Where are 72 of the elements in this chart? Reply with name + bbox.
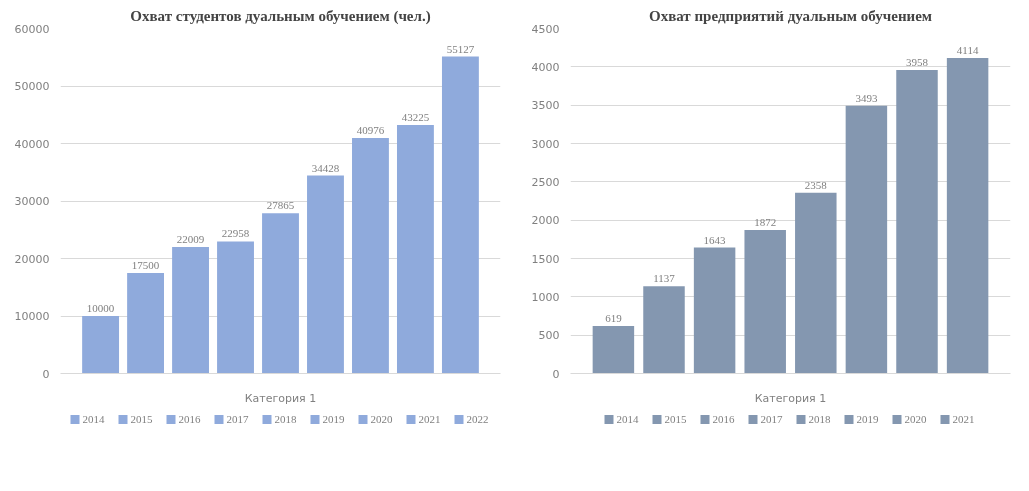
legend-label: 2019 (322, 413, 345, 425)
data-label: 43225 (401, 110, 430, 123)
x-tick-label: Категория 1 (244, 391, 317, 405)
y-tick-label: 2500 (531, 175, 560, 189)
legend-label: 2018 (274, 413, 297, 425)
data-label: 3958 (906, 56, 929, 69)
legend-label: 2016 (178, 413, 201, 425)
chart-title: Охват студентов дуальным обучением (чел.) (130, 7, 431, 25)
data-label: 22009 (176, 232, 205, 245)
bar (744, 229, 786, 374)
bar (643, 286, 685, 374)
legend-label: 2017 (760, 413, 783, 425)
bar (592, 326, 635, 374)
y-tick-label: 30000 (14, 195, 50, 208)
data-label: 17500 (131, 258, 160, 271)
y-tick-label: 1500 (531, 252, 560, 266)
bar (441, 56, 479, 374)
chart-title: Охват предприятий дуальным обучением (648, 7, 933, 24)
y-tick-label: 1000 (531, 290, 560, 304)
legend-label: 2018 (808, 413, 831, 425)
y-tick-label: 2000 (531, 214, 560, 228)
bar (352, 137, 389, 374)
legend-label: 2016 (712, 413, 735, 425)
data-label: 1872 (754, 215, 777, 228)
bar (946, 58, 989, 374)
bar (896, 70, 938, 374)
data-label: 22958 (221, 227, 250, 240)
y-tick-label: 3000 (531, 137, 560, 151)
legend-label: 2015 (664, 413, 687, 425)
legend-label: 2022 (466, 413, 489, 425)
data-label: 4114 (956, 44, 979, 57)
y-tick-label: 20000 (14, 252, 50, 266)
legend-label: 2021 (418, 413, 441, 425)
x-tick-label: Категория 1 (754, 391, 827, 405)
legend-label: 2015 (130, 413, 153, 425)
data-label: 3493 (855, 91, 878, 104)
y-tick-label: 40000 (14, 137, 50, 151)
y-tick-label: 4500 (531, 22, 560, 36)
y-tick-label: 4000 (531, 60, 560, 74)
y-tick-label: 10000 (14, 310, 50, 323)
bar (262, 213, 299, 374)
legend-label: 2020 (370, 413, 393, 425)
data-label: 40976 (356, 123, 385, 136)
y-tick-label: 3500 (531, 99, 560, 113)
data-label: 1137 (653, 272, 676, 285)
legend-label: 2014 (82, 413, 105, 425)
legend-label: 2017 (226, 413, 249, 425)
legend-label: 2014 (616, 413, 639, 425)
y-tick-label: 50000 (14, 80, 50, 93)
y-tick-label: 0 (42, 367, 50, 381)
data-label: 27865 (266, 199, 295, 212)
data-label: 55127 (446, 42, 475, 55)
bar (396, 124, 434, 374)
data-label: 34428 (311, 161, 340, 174)
bar (693, 247, 736, 374)
y-tick-label: 60000 (14, 22, 50, 36)
y-tick-label: 0 (552, 367, 560, 381)
bar (127, 272, 165, 374)
bar (307, 175, 344, 374)
bar (82, 316, 120, 374)
data-label: 619 (605, 312, 623, 325)
legend-label: 2019 (856, 413, 879, 425)
legend-label: 2021 (952, 413, 975, 425)
bar (172, 246, 209, 374)
bar (795, 192, 837, 374)
bar (845, 105, 888, 374)
legend-label: 2020 (904, 413, 927, 425)
data-label: 2358 (804, 178, 828, 191)
data-label: 1643 (703, 233, 727, 246)
data-label: 10000 (86, 302, 115, 314)
y-tick-label: 500 (538, 329, 560, 343)
bar (217, 241, 254, 374)
